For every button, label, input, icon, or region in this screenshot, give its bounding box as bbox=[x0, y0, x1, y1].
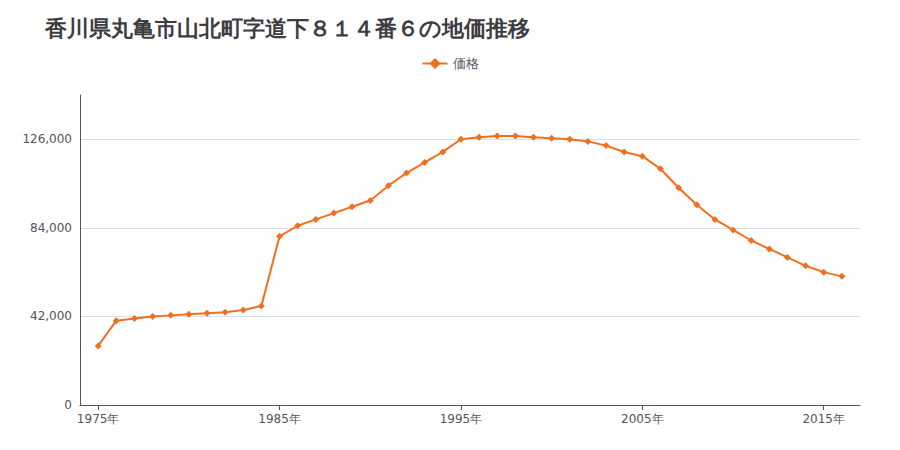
svg-text:1985年: 1985年 bbox=[258, 412, 301, 426]
svg-text:価格: 価格 bbox=[453, 56, 479, 71]
svg-text:126,000: 126,000 bbox=[22, 132, 72, 146]
svg-text:2005年: 2005年 bbox=[621, 412, 664, 426]
svg-text:1995年: 1995年 bbox=[440, 412, 483, 426]
svg-text:0: 0 bbox=[64, 398, 72, 412]
svg-text:42,000: 42,000 bbox=[30, 309, 72, 323]
svg-text:1975年: 1975年 bbox=[77, 412, 120, 426]
svg-text:84,000: 84,000 bbox=[30, 221, 72, 235]
svg-text:2015年: 2015年 bbox=[802, 412, 845, 426]
svg-text:香川県丸亀市山北町字道下８１４番６の地価推移: 香川県丸亀市山北町字道下８１４番６の地価推移 bbox=[44, 16, 530, 41]
